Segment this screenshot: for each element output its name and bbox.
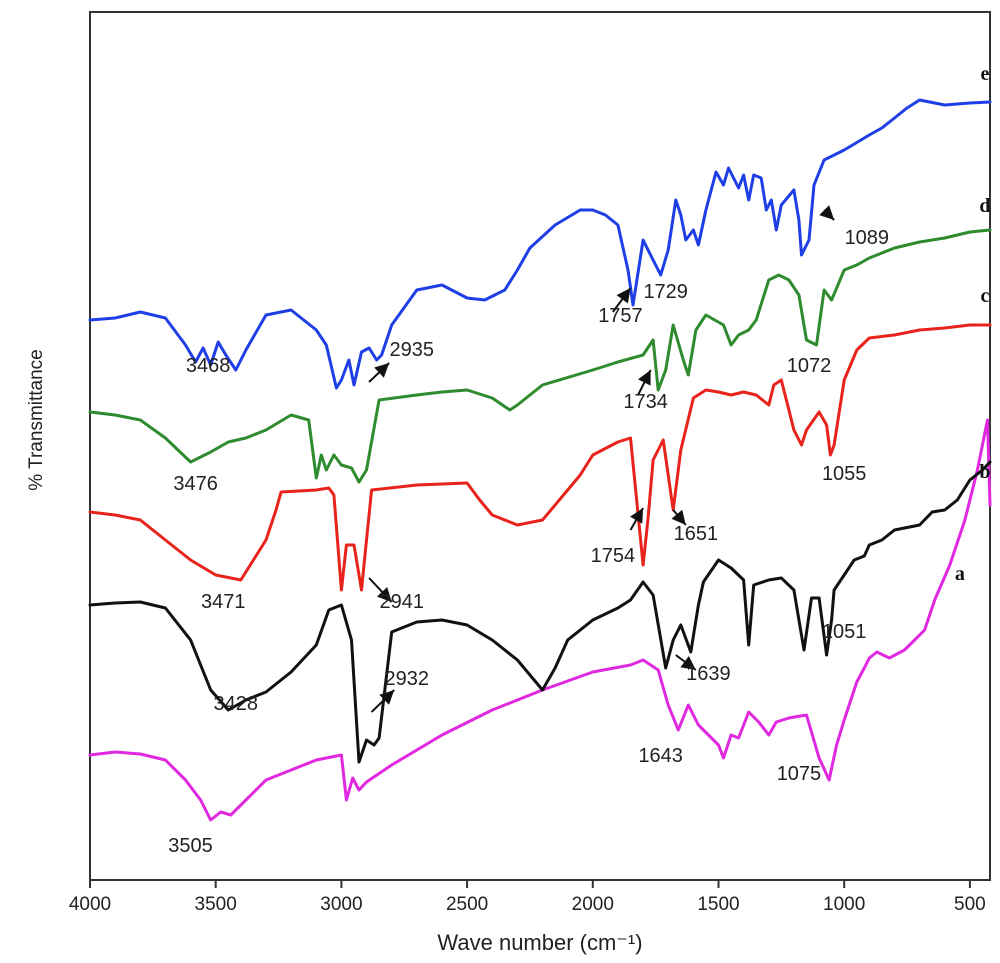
peak-label: 1075 xyxy=(777,763,822,785)
spectra-series-group xyxy=(88,98,992,822)
peak-label: 1089 xyxy=(845,227,890,249)
peak-label: 1639 xyxy=(686,663,731,685)
peak-label: 3428 xyxy=(214,693,259,715)
x-tick-label: 1000 xyxy=(823,894,865,915)
peak-label: 1072 xyxy=(787,355,832,377)
x-axis-title: Wave number (cm⁻¹) xyxy=(437,930,642,955)
peak-arrow-head xyxy=(616,288,631,304)
peak-label: 1651 xyxy=(674,523,719,545)
series-line-c xyxy=(88,323,992,592)
peak-label: 1051 xyxy=(822,621,867,643)
peak-arrow-head xyxy=(680,656,696,670)
series-label-c: c xyxy=(981,285,990,307)
series-label-d: d xyxy=(979,195,990,217)
plot-frame xyxy=(89,11,991,881)
peak-label: 1754 xyxy=(591,545,636,567)
x-tick-label: 3000 xyxy=(320,894,362,915)
x-tick-label: 1500 xyxy=(697,894,739,915)
x-tick-label: 3500 xyxy=(195,894,237,915)
series-line-e xyxy=(88,98,992,390)
peak-label: 3505 xyxy=(168,835,213,857)
peak-arrow-head xyxy=(374,363,390,378)
peak-label: 2932 xyxy=(385,668,430,690)
peak-label: 3468 xyxy=(186,355,231,377)
peak-label: 3471 xyxy=(201,591,246,613)
peak-arrow-head xyxy=(671,509,686,525)
peak-label: 1734 xyxy=(623,391,668,413)
peak-arrow-head xyxy=(379,690,395,705)
peak-label: 1757 xyxy=(598,305,643,327)
series-label-b: b xyxy=(979,461,990,483)
peak-arrow-head xyxy=(376,587,392,602)
series-line-b xyxy=(88,460,992,764)
series-label-e: e xyxy=(981,63,990,85)
x-axis-ticks: 4000 3500 3000 2500 2000 1500 1000 500 xyxy=(69,880,986,915)
y-axis-title: % Transmittance xyxy=(26,349,47,491)
peak-label: 1643 xyxy=(638,745,683,767)
x-tick-label: 4000 xyxy=(69,894,111,915)
x-tick-label: 2500 xyxy=(446,894,488,915)
peak-arrow-head xyxy=(638,370,651,386)
peak-arrow-head xyxy=(630,508,644,524)
series-line-a xyxy=(88,418,992,822)
x-tick-label: 2000 xyxy=(572,894,614,915)
peak-label: 2935 xyxy=(390,339,435,361)
peak-label: 3476 xyxy=(173,473,218,495)
peak-label: 1729 xyxy=(643,281,688,303)
peak-arrow-head xyxy=(819,205,835,220)
peak-arrows-group xyxy=(368,205,835,713)
x-tick-label: 500 xyxy=(954,894,986,915)
peak-label: 2941 xyxy=(379,591,424,613)
series-line-d xyxy=(88,228,992,484)
peak-label: 1055 xyxy=(822,463,867,485)
series-label-a: a xyxy=(955,563,965,585)
